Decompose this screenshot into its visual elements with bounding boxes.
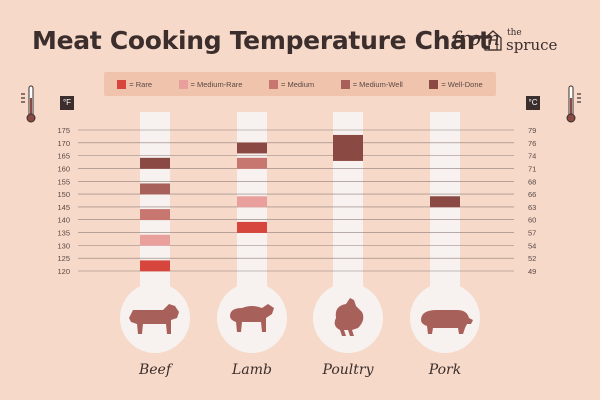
thermometer-left-icon [21, 85, 36, 123]
y-right-tick-label: 54 [528, 241, 536, 250]
legend-label: = Medium-Rare [190, 79, 243, 89]
y-right-tick-label: 63 [528, 203, 536, 212]
y-right-tick-label: 74 [528, 152, 536, 161]
legend-label: = Medium [281, 79, 315, 89]
legend-swatch [178, 79, 188, 89]
y-left-tick-label: 145 [57, 203, 70, 212]
y-right-tick-label: 68 [528, 177, 536, 186]
temp-mark-well-done [430, 196, 460, 208]
category-label-beef: Beef [138, 362, 172, 378]
category-label-pork: Pork [428, 362, 462, 378]
y-left-tick-label: 170 [57, 139, 70, 148]
chicken-icon [334, 298, 364, 336]
house-logo-icon [484, 30, 502, 51]
legend: = Rare = Medium-Rare = Medium = Medium-Well… [104, 72, 496, 96]
y-left-tick-label: 140 [57, 216, 70, 225]
y-right-tick-label: 60 [528, 216, 536, 225]
y-right-tick-label: 76 [528, 139, 536, 148]
temp-mark-rare [237, 221, 267, 233]
y-right-tick-label: 66 [528, 190, 536, 199]
legend-label: = Well-Done [441, 79, 483, 89]
y-left-tick-label: 120 [57, 267, 70, 276]
legend-swatch [117, 79, 127, 89]
temp-mark-medium [140, 209, 170, 221]
temp-mark-rare [140, 260, 170, 272]
y-left-tick-label: 175 [57, 126, 70, 135]
legend-swatch [340, 79, 350, 89]
y-left-tick-label: 130 [57, 241, 70, 250]
temp-mark-medium-rare [237, 196, 267, 208]
legend-item: = Medium-Well [340, 79, 403, 89]
thermometer-right-icon [566, 85, 581, 123]
page-title: Meat Cooking Temperature Chart [32, 26, 491, 55]
temp-mark-medium [237, 157, 267, 169]
sheep-icon [230, 304, 274, 332]
legend-label: = Medium-Well [352, 79, 403, 89]
logo-word: spruce [506, 36, 558, 54]
legend-item: = Medium-Rare [178, 79, 243, 89]
y-right-tick-label: 57 [528, 229, 536, 238]
y-right-tick-label: 79 [528, 126, 536, 135]
temp-mark-well-done [140, 157, 170, 169]
y-left-tick-label: 150 [57, 190, 70, 199]
temp-mark-well-done [333, 134, 363, 161]
temp-mark-well-done [237, 142, 267, 154]
legend-swatch [429, 79, 439, 89]
y-right-tick-label: 52 [528, 254, 536, 263]
from-label: from [452, 26, 500, 50]
y-left-tick-label: 155 [57, 177, 70, 186]
logo-the: the [507, 28, 522, 38]
temp-mark-medium-rare [140, 234, 170, 246]
legend-swatch [269, 79, 278, 89]
y-left-tick-label: 125 [57, 254, 70, 263]
pig-icon [421, 310, 473, 334]
temp-mark-medium-well [140, 183, 170, 195]
fahrenheit-unit-label: °F [60, 96, 74, 110]
legend-item: = Medium [269, 79, 315, 89]
y-left-tick-label: 160 [57, 164, 70, 173]
y-left-tick-label: 135 [57, 229, 70, 238]
cow-icon [129, 304, 179, 334]
y-right-tick-label: 49 [528, 267, 536, 276]
legend-label: = Rare [129, 79, 152, 89]
category-label-poultry: Poultry [322, 362, 374, 378]
legend-item: = Rare [117, 79, 152, 89]
celsius-unit-label: °C [526, 96, 540, 110]
y-right-tick-label: 71 [528, 164, 536, 173]
y-left-tick-label: 165 [57, 152, 70, 161]
legend-item: = Well-Done [429, 79, 483, 89]
category-label-lamb: Lamb [232, 362, 272, 378]
